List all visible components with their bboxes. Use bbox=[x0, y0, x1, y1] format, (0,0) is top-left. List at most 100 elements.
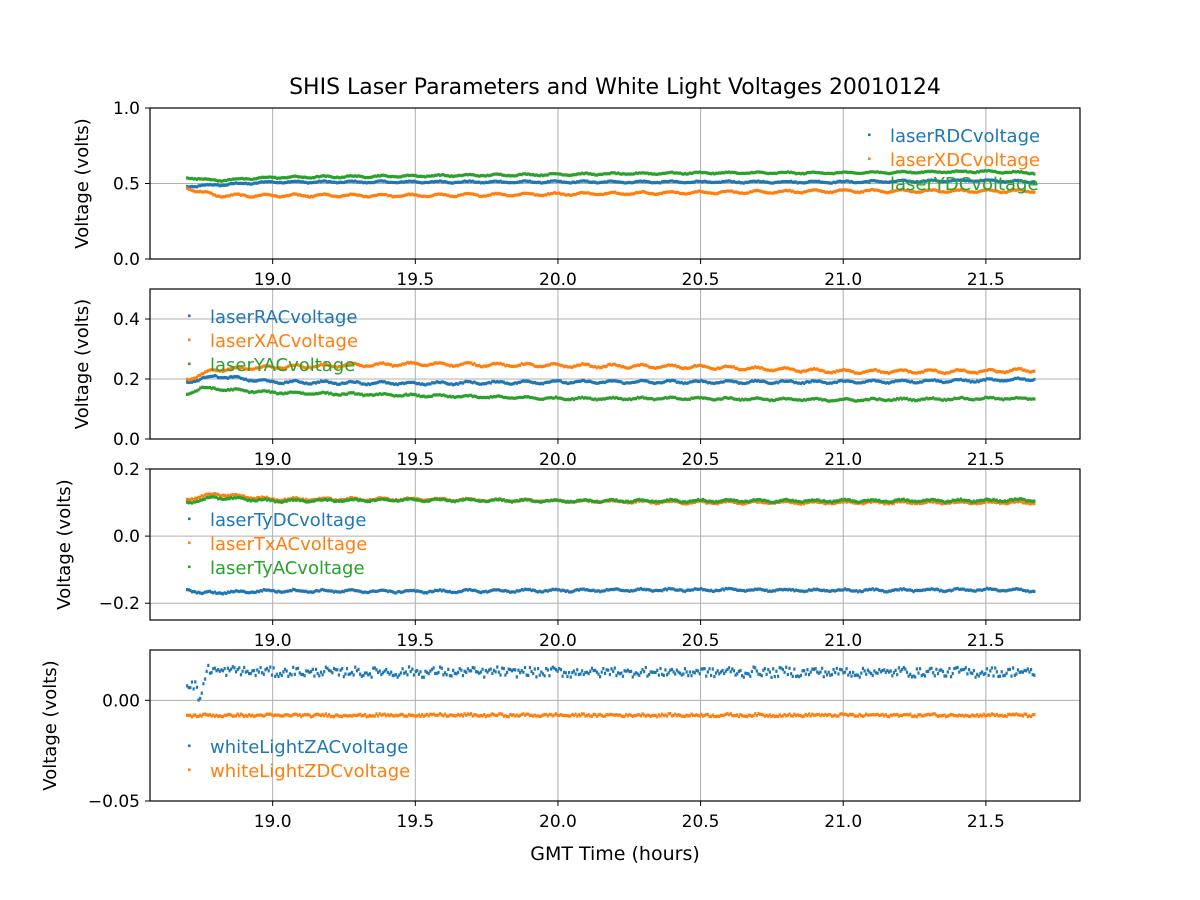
data-point bbox=[847, 179, 850, 183]
data-point bbox=[559, 499, 563, 503]
data-point bbox=[401, 174, 404, 178]
data-point bbox=[442, 361, 445, 365]
data-point bbox=[840, 188, 843, 192]
data-point bbox=[714, 501, 718, 505]
data-point bbox=[679, 366, 682, 370]
data-point bbox=[628, 172, 631, 176]
data-point bbox=[656, 180, 659, 185]
data-point bbox=[372, 393, 375, 397]
data-point bbox=[951, 378, 954, 383]
data-point bbox=[925, 170, 928, 174]
y-tick-label: 0.0 bbox=[113, 430, 140, 450]
data-point bbox=[373, 393, 376, 397]
data-point bbox=[708, 501, 711, 505]
data-point bbox=[887, 381, 891, 385]
data-point bbox=[238, 495, 241, 500]
data-point bbox=[352, 673, 355, 677]
data-point bbox=[553, 172, 556, 176]
data-point bbox=[721, 190, 724, 194]
data-point bbox=[295, 174, 298, 179]
data-point bbox=[814, 498, 817, 502]
data-point bbox=[269, 497, 272, 501]
data-point bbox=[558, 363, 561, 367]
data-point bbox=[992, 378, 995, 382]
data-point bbox=[692, 500, 695, 505]
data-point bbox=[912, 171, 915, 175]
data-point bbox=[773, 500, 776, 504]
data-point bbox=[866, 398, 869, 402]
data-point bbox=[212, 591, 215, 595]
data-point bbox=[1000, 499, 1003, 504]
data-point bbox=[251, 182, 254, 186]
data-point bbox=[473, 173, 476, 177]
data-point bbox=[683, 502, 687, 506]
data-point bbox=[429, 382, 432, 386]
data-point bbox=[574, 364, 577, 368]
data-point bbox=[536, 590, 540, 594]
data-point bbox=[203, 370, 207, 374]
data-point bbox=[577, 395, 580, 400]
data-point bbox=[773, 398, 776, 402]
data-point bbox=[548, 180, 551, 184]
data-point bbox=[909, 397, 912, 401]
data-point bbox=[647, 588, 651, 592]
data-point bbox=[1025, 501, 1028, 505]
data-point bbox=[496, 172, 499, 176]
data-point bbox=[221, 369, 225, 374]
data-point bbox=[616, 191, 620, 195]
data-point bbox=[491, 498, 494, 502]
data-point bbox=[1008, 397, 1011, 401]
data-point bbox=[819, 189, 822, 193]
data-point bbox=[731, 365, 734, 369]
data-point bbox=[492, 379, 496, 384]
data-point bbox=[963, 587, 966, 591]
data-point bbox=[373, 589, 376, 593]
data-point bbox=[608, 362, 611, 366]
data-point bbox=[220, 668, 223, 672]
data-point bbox=[234, 177, 238, 181]
data-point bbox=[275, 499, 278, 503]
data-point bbox=[834, 380, 837, 384]
data-point bbox=[203, 590, 207, 594]
data-point bbox=[868, 398, 871, 402]
data-point bbox=[388, 180, 391, 184]
data-point bbox=[414, 392, 417, 397]
data-point bbox=[628, 180, 631, 184]
data-point bbox=[217, 368, 220, 373]
data-point bbox=[950, 499, 953, 504]
data-point bbox=[832, 370, 835, 374]
data-point bbox=[1002, 398, 1005, 402]
data-point bbox=[652, 172, 656, 176]
data-point bbox=[590, 364, 594, 368]
data-point bbox=[437, 192, 440, 196]
data-point bbox=[489, 381, 492, 385]
data-point bbox=[417, 174, 420, 179]
data-point bbox=[502, 362, 505, 366]
data-point bbox=[345, 667, 349, 671]
data-point bbox=[790, 501, 793, 505]
data-point bbox=[953, 498, 956, 503]
data-point bbox=[938, 589, 941, 593]
data-point bbox=[860, 381, 863, 385]
data-point bbox=[239, 181, 243, 185]
data-point bbox=[739, 181, 742, 185]
data-point bbox=[248, 195, 251, 199]
data-point bbox=[688, 366, 691, 370]
data-point bbox=[783, 587, 786, 591]
data-point bbox=[840, 180, 843, 184]
data-point bbox=[376, 392, 380, 397]
data-point bbox=[499, 394, 502, 399]
data-point bbox=[963, 189, 966, 193]
data-point bbox=[634, 191, 638, 195]
data-point bbox=[790, 189, 793, 193]
data-point bbox=[874, 170, 878, 174]
data-point bbox=[305, 381, 308, 385]
data-point bbox=[920, 499, 923, 503]
data-point bbox=[512, 499, 515, 503]
data-point bbox=[277, 195, 280, 199]
data-point bbox=[923, 378, 927, 382]
data-point bbox=[385, 192, 388, 197]
data-point bbox=[690, 499, 693, 503]
data-point bbox=[545, 173, 548, 177]
data-point bbox=[954, 368, 958, 372]
